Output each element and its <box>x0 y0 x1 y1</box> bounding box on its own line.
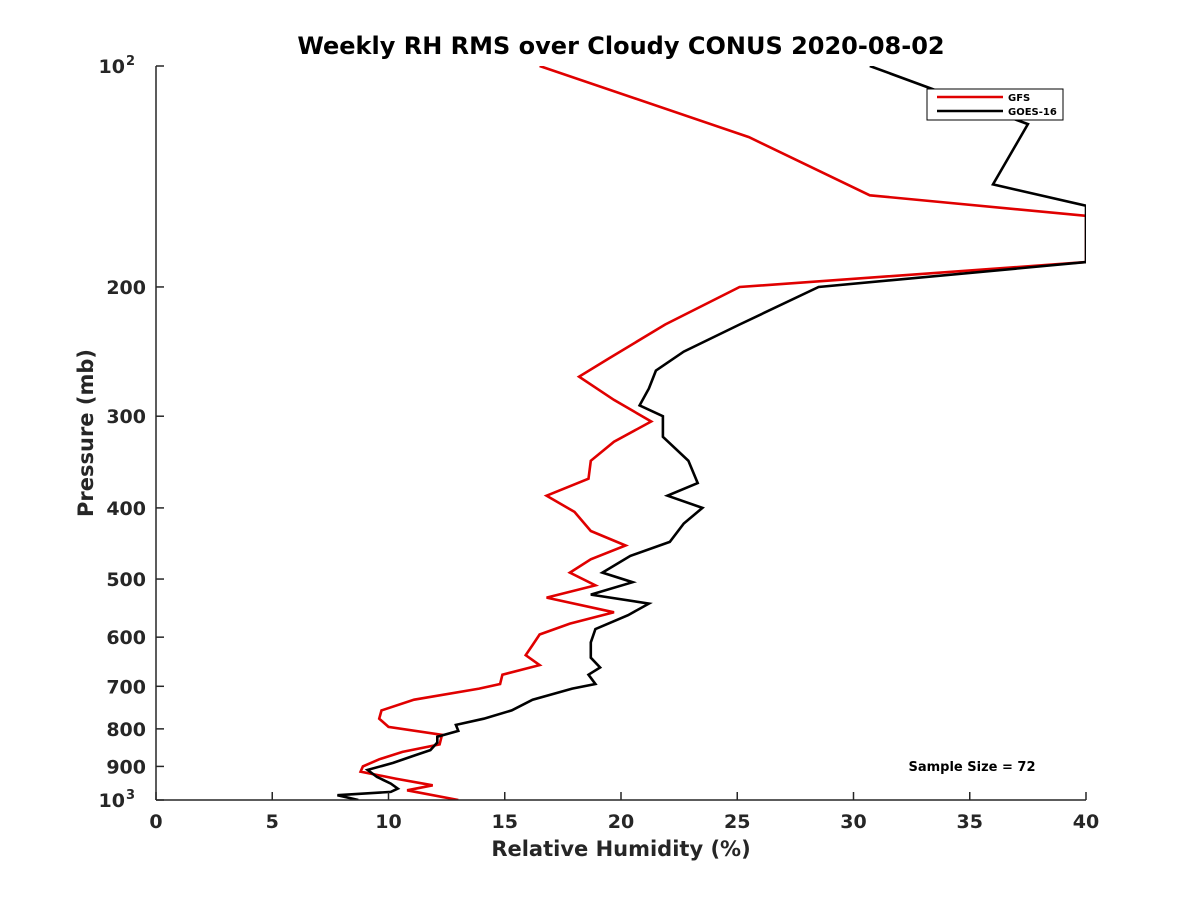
y-tick-label-base: 10 <box>99 56 125 78</box>
x-tick-label: 40 <box>1073 811 1099 833</box>
series-line-gfs <box>358 66 1086 800</box>
y-tick-label: 600 <box>106 627 146 649</box>
y-tick-label-base: 10 <box>99 790 125 812</box>
y-tick-label: 200 <box>106 277 146 299</box>
y-tick-label: 300 <box>106 406 146 428</box>
x-tick-label: 0 <box>149 811 162 833</box>
x-axis-label: Relative Humidity (%) <box>491 837 750 861</box>
x-tick-label: 10 <box>375 811 401 833</box>
x-tick-label: 30 <box>840 811 866 833</box>
y-tick-label-exponent: 3 <box>126 788 135 803</box>
legend-label-gfs: GFS <box>1008 93 1030 104</box>
x-tick-label: 25 <box>724 811 750 833</box>
x-tick-label: 20 <box>608 811 634 833</box>
x-tick-label: 15 <box>492 811 518 833</box>
series-line-goes-16 <box>337 66 1086 800</box>
y-tick-label: 800 <box>106 719 146 741</box>
y-tick-label: 900 <box>106 756 146 778</box>
series-layer <box>337 66 1086 800</box>
x-axis-ticks: 0 5 10 15 20 25 30 35 40 <box>149 792 1099 833</box>
legend-box <box>926 88 1064 121</box>
y-tick-label-exponent: 2 <box>126 54 135 69</box>
y-tick-label: 500 <box>106 569 146 591</box>
chart-title: Weekly RH RMS over Cloudy CONUS 2020-08-… <box>297 32 944 60</box>
sample-size-annotation: Sample Size = 72 <box>908 760 1035 775</box>
x-tick-label: 35 <box>957 811 983 833</box>
legend: GFS GOES-16 <box>926 88 1064 121</box>
y-axis-label: Pressure (mb) <box>74 349 98 517</box>
x-tick-label: 5 <box>266 811 279 833</box>
legend-label-goes-16: GOES-16 <box>1008 107 1057 118</box>
y-tick-label: 700 <box>106 676 146 698</box>
y-tick-label: 400 <box>106 498 146 520</box>
